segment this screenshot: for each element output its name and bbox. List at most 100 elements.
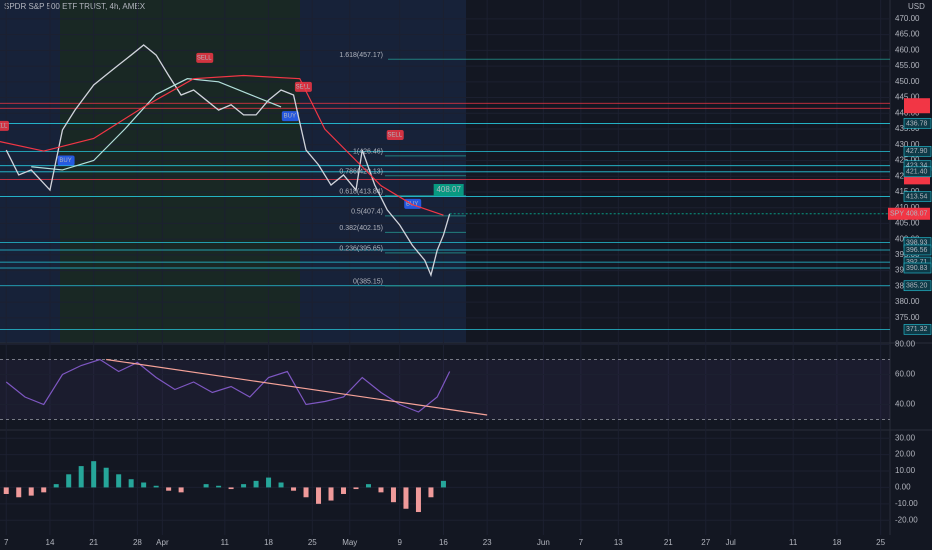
bar	[291, 487, 297, 491]
fib-label: 0.236(395.65)	[339, 246, 383, 253]
bar	[403, 487, 409, 509]
x-tick-label: 21	[664, 538, 673, 547]
band	[0, 359, 890, 420]
bar	[415, 487, 421, 513]
signal-tag	[196, 52, 214, 63]
bar	[241, 484, 247, 488]
level-label: 423.34	[906, 163, 928, 170]
fib-label: 0.618(413.84)	[339, 188, 383, 195]
y-tick-label: 30.00	[895, 433, 916, 442]
y-tick-label: 405.00	[895, 219, 920, 228]
x-tick-label: 7	[4, 538, 9, 547]
x-tick-label: 18	[264, 538, 273, 547]
y-tick-label: 60.00	[895, 370, 916, 379]
y-tick-label: 375.00	[895, 313, 920, 322]
signal-tag	[281, 111, 299, 122]
bar	[365, 484, 371, 488]
x-tick-label: May	[342, 538, 357, 547]
signal-tag	[386, 129, 404, 140]
level-label: 385.20	[906, 283, 928, 290]
bar	[440, 480, 446, 488]
bar	[166, 487, 172, 491]
y-tick-label: 455.00	[895, 61, 920, 70]
y-tick-label: 40.00	[895, 400, 916, 409]
level-tag	[903, 262, 932, 274]
axis-tag-label: 408.07	[906, 211, 928, 218]
x-tick-label: 28	[133, 538, 142, 547]
bar	[153, 485, 159, 488]
bar	[216, 485, 222, 488]
y-tick-label: 20.00	[895, 450, 916, 459]
y-tick-label: 450.00	[895, 77, 920, 86]
line	[5, 44, 451, 278]
bar	[253, 480, 259, 488]
bar	[116, 474, 122, 488]
bar	[128, 479, 134, 488]
y-tick-label: 10.00	[895, 466, 916, 475]
y-tick-label: 410.00	[895, 203, 920, 212]
fib-label: 0.5(407.4)	[351, 209, 383, 216]
level-label: 390.83	[906, 265, 928, 272]
level-tag	[903, 324, 932, 335]
currency-label: USD	[908, 2, 925, 11]
bar	[3, 487, 9, 494]
y-tick-label: 430.00	[895, 140, 920, 149]
y-tick-label: 470.00	[895, 14, 920, 23]
bar	[228, 487, 234, 490]
level-label: 413.54	[906, 193, 928, 200]
bar	[178, 487, 184, 493]
bar	[16, 487, 22, 498]
price-tag	[433, 184, 464, 196]
bar	[103, 467, 109, 488]
fib-label: 0(385.15)	[353, 279, 383, 286]
level-tag	[903, 166, 932, 178]
y-tick-label: -10.00	[895, 499, 918, 508]
y-tick-label: 425.00	[895, 156, 920, 165]
level-label: 427.90	[906, 148, 928, 155]
level-label: 392.71	[906, 259, 928, 266]
fib-label: 0.382(402.15)	[339, 225, 383, 232]
red-tag	[904, 103, 930, 114]
bar	[78, 466, 84, 488]
x-tick-label: Apr	[156, 538, 169, 547]
fib-label: 1(426.46)	[353, 149, 383, 156]
level-label: 436.78	[906, 120, 928, 127]
signal-label: BUY	[284, 114, 296, 120]
x-tick-label: 7	[579, 538, 584, 547]
signal-label: SELL	[197, 55, 212, 61]
bar	[316, 487, 322, 504]
x-tick-label: 18	[832, 538, 841, 547]
bar	[28, 487, 34, 496]
y-tick-label: 0.00	[895, 483, 911, 492]
x-tick-label: 25	[876, 538, 885, 547]
fib-label: 1.618(457.17)	[339, 52, 383, 59]
bar	[353, 487, 359, 490]
y-tick-label: 445.00	[895, 93, 920, 102]
x-tick-label: Jul	[726, 538, 736, 547]
level-label: 396.56	[906, 247, 928, 254]
x-tick-label: 14	[46, 538, 55, 547]
line	[106, 358, 488, 416]
line	[5, 358, 451, 413]
signal-tag	[57, 155, 75, 166]
level-label: 421.40	[906, 169, 928, 176]
level-tag	[903, 118, 932, 129]
y-tick-label: 460.00	[895, 45, 920, 54]
level-label: 371.32	[906, 326, 928, 333]
signal-label: SELL	[0, 123, 8, 129]
bar	[428, 487, 434, 498]
signal-label: SELL	[387, 133, 402, 139]
x-tick-label: 21	[89, 538, 98, 547]
chart-title: SPDR S&P 500 ETF TRUST, 4h, AMEX	[4, 2, 146, 11]
bar	[141, 482, 147, 488]
bar	[278, 482, 284, 488]
bar	[41, 487, 47, 493]
bar	[91, 461, 97, 488]
y-tick-label: -20.00	[895, 515, 918, 524]
axis-tag	[888, 207, 930, 220]
y-tick-label: 380.00	[895, 297, 920, 306]
signal-label: BUY	[59, 158, 71, 164]
line	[0, 74, 444, 216]
bar	[390, 487, 396, 503]
